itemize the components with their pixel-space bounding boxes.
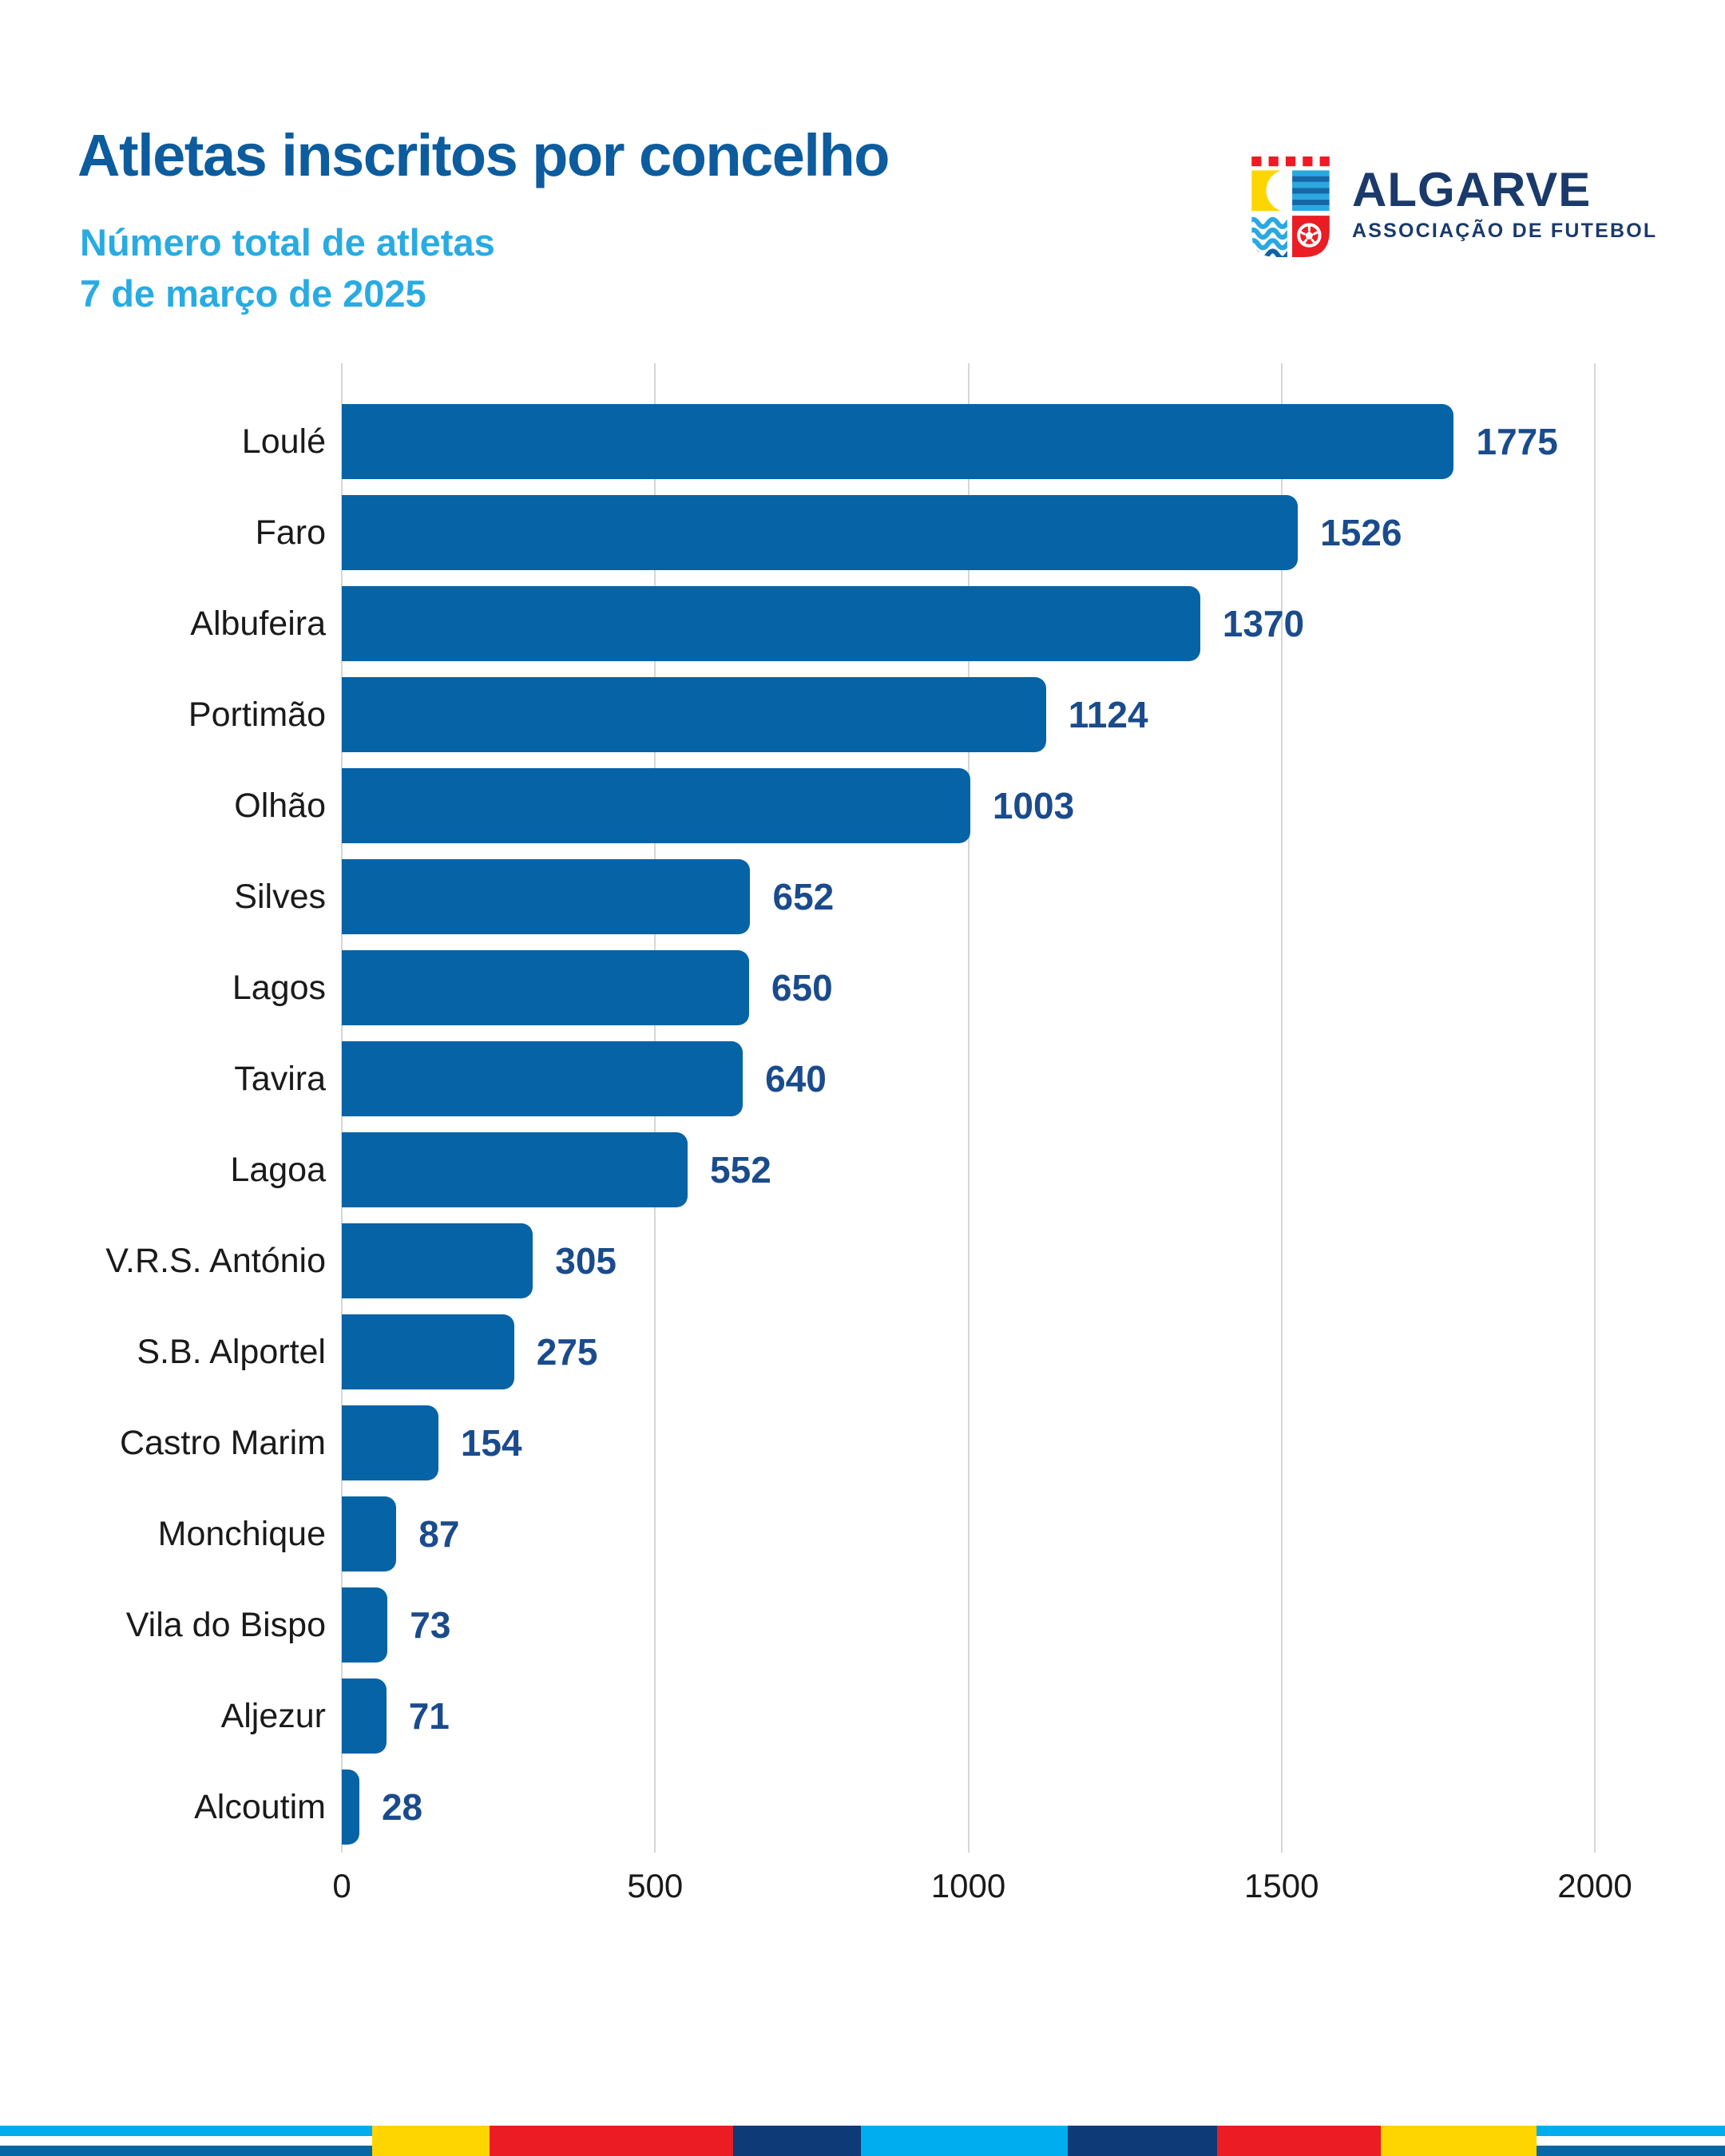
bar-vila-do-bispo	[342, 1587, 388, 1663]
value-label: 650	[771, 967, 833, 1009]
bar-monchique	[342, 1496, 397, 1571]
category-label: Castro Marim	[119, 1424, 326, 1462]
logo-wordmark: ALGARVE	[1352, 163, 1592, 216]
value-label: 1124	[1068, 694, 1148, 735]
category-label: Albufeira	[190, 604, 326, 643]
gridline-x-1000	[967, 363, 970, 1853]
chart-row: V.R.S. António 305	[0, 1223, 1725, 1298]
chart-row: Albufeira 1370	[0, 586, 1725, 661]
footer-block-navy-left	[733, 2126, 861, 2156]
bar-olh-o	[342, 768, 970, 843]
x-tick-label: 1000	[930, 1867, 1006, 1904]
bar-alcoutim	[342, 1770, 359, 1845]
category-label: Lagos	[232, 969, 326, 1007]
bar-tavira	[342, 1041, 744, 1116]
page-title: Atletas inscritos por concelho	[77, 122, 890, 188]
bar-lagoa	[342, 1132, 688, 1207]
footer-block-navy-right	[1068, 2126, 1217, 2156]
footer-block-yellow-left	[372, 2126, 490, 2156]
value-label: 652	[772, 876, 835, 917]
footer-block-yellow-right	[1381, 2126, 1537, 2156]
footer-stripes-right	[1537, 2126, 1725, 2156]
chart-row: Aljezur 71	[0, 1678, 1725, 1754]
value-label: 87	[418, 1513, 460, 1555]
x-tick-label: 2000	[1557, 1867, 1632, 1904]
logo-text: ALGARVE ASSOCIAÇÃO DE FUTEBOL	[1352, 157, 1657, 241]
chart-row: Vila do Bispo 73	[0, 1587, 1725, 1663]
chart-row: Portimão 1124	[0, 677, 1725, 752]
gridline-x-1500	[1280, 363, 1283, 1853]
x-tick-label: 0	[332, 1867, 351, 1904]
footer-stripe	[0, 2126, 1725, 2156]
category-label: Aljezur	[220, 1697, 326, 1735]
bar-faro	[342, 495, 1299, 570]
x-tick-label: 500	[627, 1867, 684, 1904]
category-label: Tavira	[234, 1060, 326, 1098]
chart-subtitle: Número total de atletas	[80, 221, 495, 264]
category-label: Alcoutim	[194, 1788, 326, 1826]
chart-row: Silves 652	[0, 859, 1725, 934]
chart-row: Olhão 1003	[0, 768, 1725, 843]
category-label: S.B. Alportel	[137, 1333, 326, 1371]
algarve-logo: ALGARVE ASSOCIAÇÃO DE FUTEBOL	[1251, 157, 1657, 257]
bar-lagos	[342, 950, 749, 1025]
value-label: 1003	[992, 785, 1075, 826]
category-label: Loulé	[241, 422, 326, 461]
bar-loul-	[342, 404, 1454, 479]
category-label: Olhão	[234, 787, 326, 825]
bar-aljezur	[342, 1678, 387, 1754]
value-label: 305	[555, 1240, 617, 1282]
footer-block-red-left	[490, 2126, 733, 2156]
category-label: Silves	[234, 878, 326, 916]
bar-portim-o	[342, 677, 1046, 752]
value-label: 154	[460, 1422, 522, 1464]
value-label: 1526	[1320, 512, 1402, 553]
category-label: Faro	[255, 513, 326, 552]
logo-tagline: ASSOCIAÇÃO DE FUTEBOL	[1352, 220, 1658, 242]
category-label: Portimão	[188, 696, 326, 734]
bar-castro-marim	[342, 1405, 438, 1480]
chart-row: S.B. Alportel 275	[0, 1314, 1725, 1389]
footer-block-cyan-center	[861, 2126, 1068, 2156]
chart-row: Faro 1526	[0, 495, 1725, 570]
value-label: 71	[408, 1695, 450, 1737]
chart-row: Lagos 650	[0, 950, 1725, 1025]
value-label: 640	[765, 1058, 827, 1100]
bar-silves	[342, 859, 751, 934]
value-label: 1370	[1222, 603, 1305, 644]
value-label: 275	[536, 1331, 598, 1373]
value-label: 73	[410, 1604, 451, 1646]
value-label: 28	[381, 1786, 423, 1828]
bar-albufeira	[342, 586, 1200, 661]
value-label: 552	[710, 1149, 771, 1191]
category-label: Vila do Bispo	[125, 1606, 326, 1644]
algarve-crest-icon	[1251, 157, 1330, 257]
chart-row: Lagoa 552	[0, 1132, 1725, 1207]
category-label: Lagoa	[230, 1151, 326, 1189]
chart-row: Castro Marim 154	[0, 1405, 1725, 1480]
chart-row: Alcoutim 28	[0, 1770, 1725, 1845]
x-tick-label: 1500	[1244, 1867, 1319, 1904]
football-icon	[1297, 223, 1322, 248]
value-label: 1775	[1476, 421, 1558, 462]
footer-block-red-right	[1217, 2126, 1381, 2156]
category-label: Monchique	[157, 1515, 326, 1553]
category-label: V.R.S. António	[105, 1242, 326, 1280]
bar-v-r-s-ant-nio	[342, 1223, 533, 1298]
chart-row: Loulé 1775	[0, 404, 1725, 479]
chart-date: 7 de março de 2025	[80, 272, 426, 315]
chart-row: Monchique 87	[0, 1496, 1725, 1571]
gridline-x-2000	[1594, 363, 1596, 1853]
footer-stripes-left	[0, 2126, 372, 2156]
chart-row: Tavira 640	[0, 1041, 1725, 1116]
bar-s-b-alportel	[342, 1314, 514, 1389]
